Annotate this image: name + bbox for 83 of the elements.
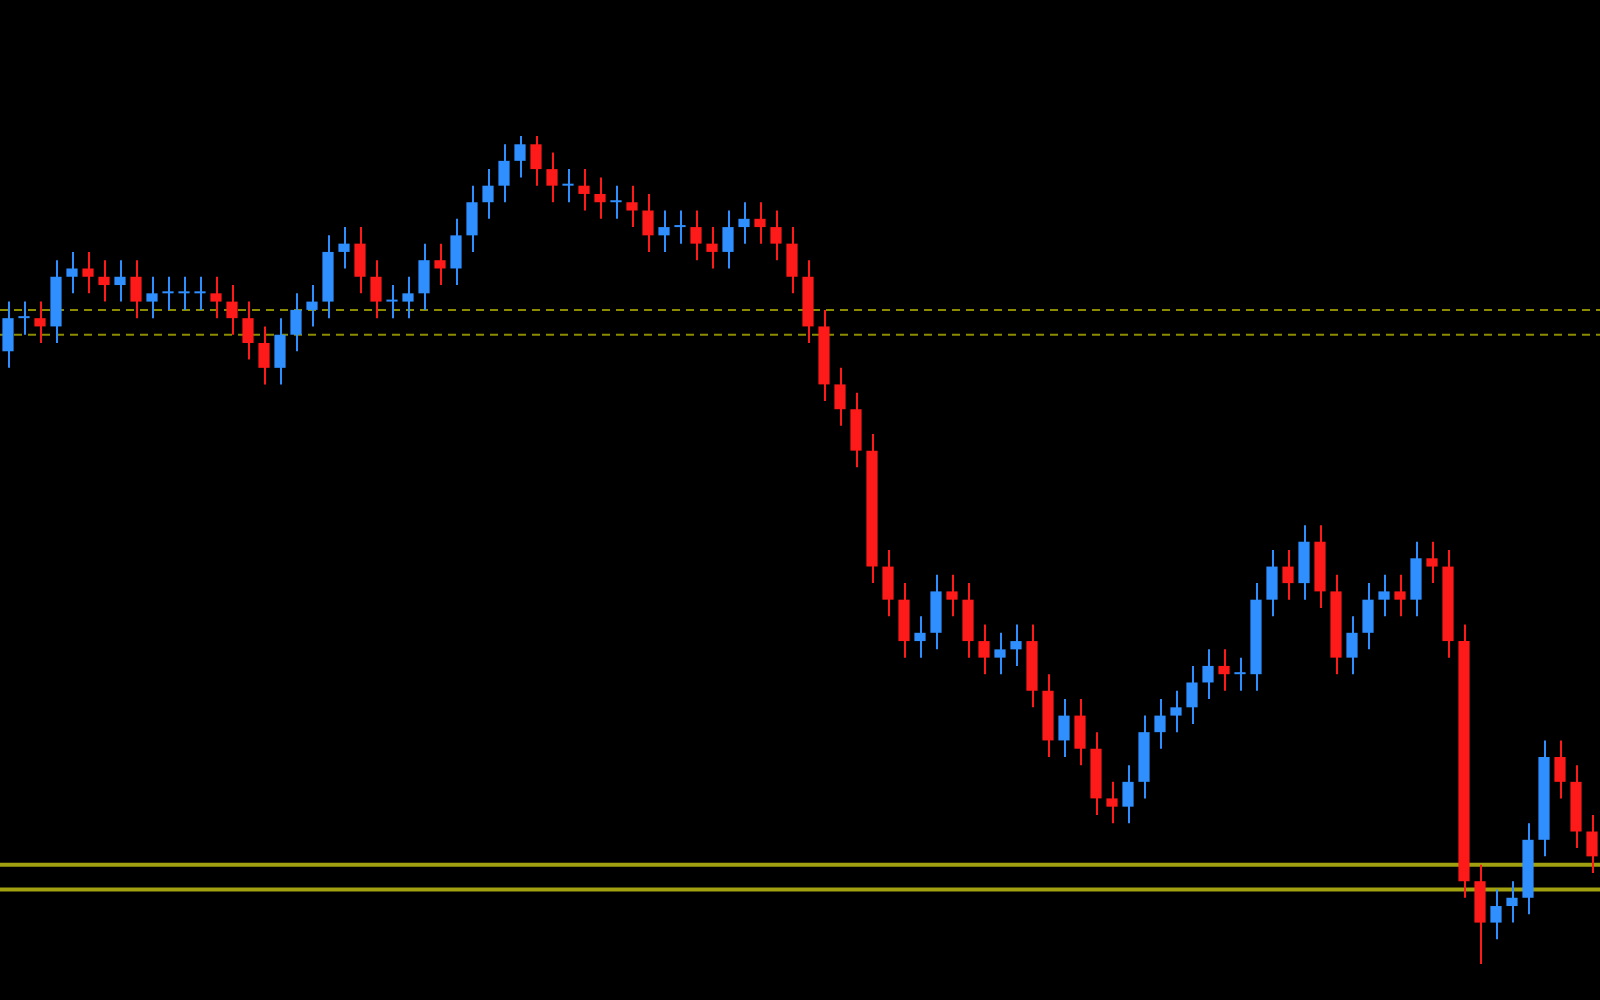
candlestick xyxy=(994,631,1006,676)
candlestick xyxy=(1122,764,1134,825)
candlestick xyxy=(898,582,910,659)
candlestick xyxy=(962,582,974,659)
candlestick xyxy=(194,275,206,311)
candlestick xyxy=(738,201,750,245)
candlestick xyxy=(226,284,238,336)
candlestick xyxy=(530,135,542,187)
candlestick xyxy=(418,242,430,311)
candlestick xyxy=(946,573,958,618)
candlestick xyxy=(434,242,446,287)
candlestick xyxy=(722,209,734,270)
candlestick xyxy=(210,275,222,320)
candlestick xyxy=(162,275,174,311)
candlestick xyxy=(2,300,14,369)
candlestick xyxy=(1266,549,1278,618)
candlestick xyxy=(1186,664,1198,725)
candlestick xyxy=(1298,524,1310,601)
candlestick xyxy=(1058,698,1070,758)
candlestick xyxy=(498,143,510,204)
candlestick xyxy=(146,275,158,320)
candlestick xyxy=(1394,573,1406,618)
candlestick xyxy=(770,209,782,262)
candlestick xyxy=(34,300,46,344)
candlestick xyxy=(690,209,702,262)
candlestick xyxy=(1010,623,1022,667)
candlestick xyxy=(370,259,382,320)
candlestick xyxy=(610,184,622,220)
candlestick xyxy=(66,250,78,295)
candlestick xyxy=(290,292,302,353)
candlestick xyxy=(1554,739,1566,800)
candlestick xyxy=(1346,615,1358,676)
candlestick xyxy=(1074,698,1086,767)
candlestick xyxy=(1426,540,1438,585)
candlestick xyxy=(642,192,654,253)
candlestick xyxy=(274,317,286,386)
candlestick xyxy=(930,573,942,651)
candlestick xyxy=(786,226,798,295)
candlestick xyxy=(578,168,590,212)
candlestick xyxy=(1282,549,1294,601)
candlestick xyxy=(674,209,686,245)
candlestick xyxy=(450,217,462,287)
candlestick xyxy=(1586,813,1598,874)
candlestick xyxy=(98,259,110,303)
candlestick xyxy=(1362,582,1374,651)
candlestick xyxy=(130,259,142,320)
candlestick xyxy=(1474,863,1486,965)
candlestick xyxy=(850,391,862,469)
candlestick xyxy=(402,275,414,320)
candlestick xyxy=(114,259,126,303)
candlestick xyxy=(754,201,766,245)
candlestick xyxy=(882,549,894,618)
candlestick xyxy=(562,168,574,204)
candlestick xyxy=(82,250,94,295)
candlestick xyxy=(306,284,318,328)
candlestick xyxy=(546,151,558,204)
candlestick xyxy=(18,300,30,336)
candlestick xyxy=(338,226,350,270)
candlestick xyxy=(1490,888,1502,941)
candlestick xyxy=(1410,540,1422,618)
candlestick xyxy=(386,284,398,320)
candlestick xyxy=(914,615,926,659)
candlestick xyxy=(1170,689,1182,734)
candlestick xyxy=(1154,698,1166,750)
candlestick xyxy=(466,184,478,253)
candlestick xyxy=(482,168,494,220)
candlestick xyxy=(514,135,526,179)
candlestick xyxy=(978,623,990,676)
candlestick xyxy=(706,226,718,270)
candlestick xyxy=(178,275,190,311)
candlestick xyxy=(626,184,638,229)
candlestick xyxy=(354,226,366,295)
candlestick xyxy=(1506,880,1518,924)
candlestick xyxy=(1202,648,1214,701)
candlestick xyxy=(594,176,606,220)
candlestick xyxy=(834,366,846,427)
candlestick xyxy=(242,300,254,361)
candlestick xyxy=(1234,656,1246,692)
candlestick xyxy=(658,209,670,253)
candlestick xyxy=(1218,648,1230,692)
candlestick xyxy=(258,325,270,386)
candlestick xyxy=(1378,573,1390,618)
candlestick xyxy=(1106,780,1118,825)
